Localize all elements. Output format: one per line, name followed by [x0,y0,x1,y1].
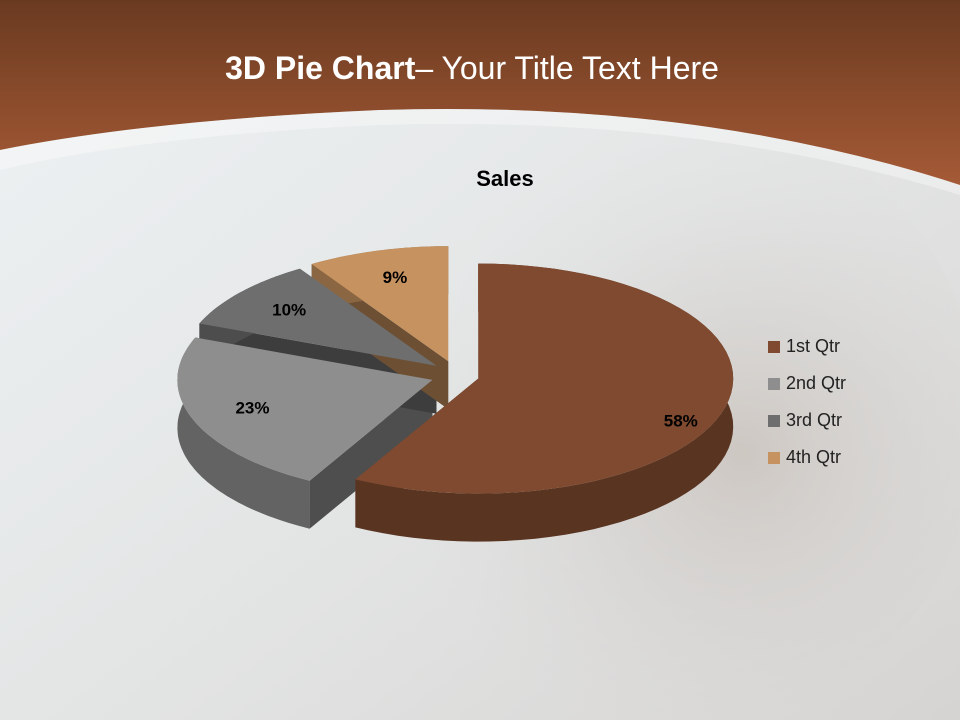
header-curve [0,108,960,195]
legend-label: 1st Qtr [786,336,840,356]
legend-swatch [768,452,780,464]
data-label: 23% [235,399,269,418]
slice-side [177,337,310,529]
header-band [0,0,960,185]
title-rest: – Your Title Text Here [415,50,719,86]
slice-top [355,263,734,494]
legend-swatch [768,415,780,427]
legend-swatch [768,378,780,390]
slice-top [311,246,449,362]
title-bold: 3D Pie Chart [225,50,416,86]
slice-top [199,268,437,366]
slide-title: 3D Pie Chart– Your Title Text Here [225,50,719,86]
legend-swatch [768,341,780,353]
data-label: 58% [664,412,698,431]
data-label: 9% [383,268,408,287]
legend-label: 2nd Qtr [786,373,846,393]
legend-label: 3rd Qtr [786,410,842,430]
data-label: 10% [272,300,306,319]
pie: 58% 23% 10% 9% [177,246,734,542]
slice-top [177,337,433,481]
legend: 1st Qtr 2nd Qtr 3rd Qtr 4th Qtr [768,336,846,467]
legend-label: 4th Qtr [786,447,841,467]
chart-title: Sales [476,166,534,191]
